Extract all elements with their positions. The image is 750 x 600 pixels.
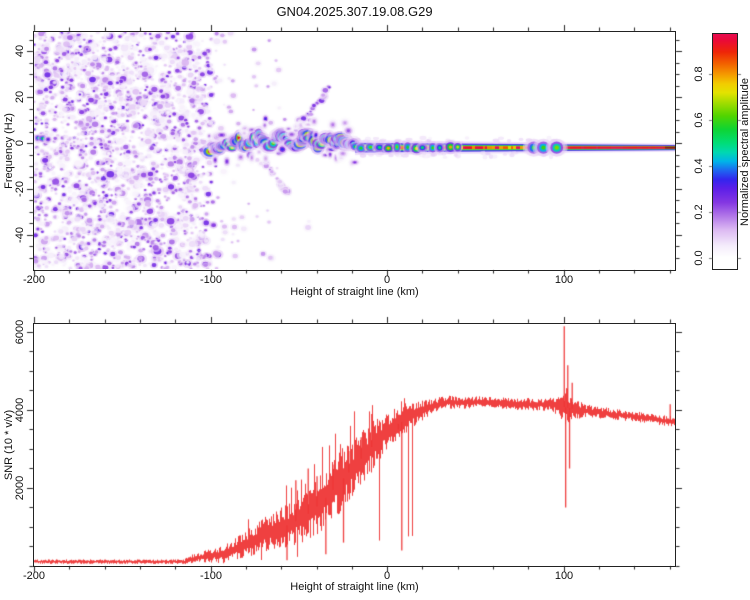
- figure-title: GN04.2025.307.19.08.G29: [276, 4, 433, 19]
- spectrogram-canvas: [34, 32, 675, 269]
- x-tick-label: -200: [22, 274, 46, 286]
- colorbar: [712, 33, 738, 270]
- x-axis-label-bottom: Height of straight line (km): [290, 581, 419, 593]
- x-tick-label: 0: [383, 274, 391, 286]
- colorbar-tick-label: 0.8: [693, 66, 705, 82]
- x-tick-label: -100: [199, 274, 223, 286]
- y-axis-label-frequency: Frequency (Hz): [3, 113, 15, 189]
- snr-canvas: [34, 324, 675, 566]
- y-tick-label: 4000: [14, 397, 26, 423]
- colorbar-tick-label: 0.6: [693, 112, 705, 128]
- y-tick-label: -40: [14, 227, 26, 243]
- colorbar-label: Normalized spectral amplitude: [739, 78, 750, 226]
- colorbar-gradient: [713, 34, 737, 269]
- colorbar-tick-label: 0.4: [693, 158, 705, 174]
- x-axis-label-top: Height of straight line (km): [290, 286, 419, 298]
- x-tick-label: -100: [199, 570, 223, 582]
- colorbar-tick-label: 0.0: [693, 250, 705, 266]
- y-tick-label: 6000: [14, 319, 26, 345]
- y-tick-label: 2000: [14, 475, 26, 501]
- colorbar-tick-label: 0.2: [693, 204, 705, 220]
- x-tick-label: 100: [554, 570, 574, 582]
- x-tick-label: 100: [554, 274, 574, 286]
- y-tick-label: 20: [14, 90, 26, 104]
- x-tick-label: 0: [383, 570, 391, 582]
- y-tick-label: 40: [14, 44, 26, 58]
- y-tick-label: -20: [14, 181, 26, 197]
- x-tick-label: -200: [22, 570, 46, 582]
- y-tick-label: 0: [14, 139, 26, 147]
